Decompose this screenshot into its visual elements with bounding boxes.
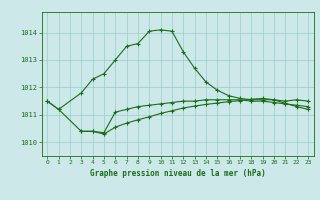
- X-axis label: Graphe pression niveau de la mer (hPa): Graphe pression niveau de la mer (hPa): [90, 169, 266, 178]
